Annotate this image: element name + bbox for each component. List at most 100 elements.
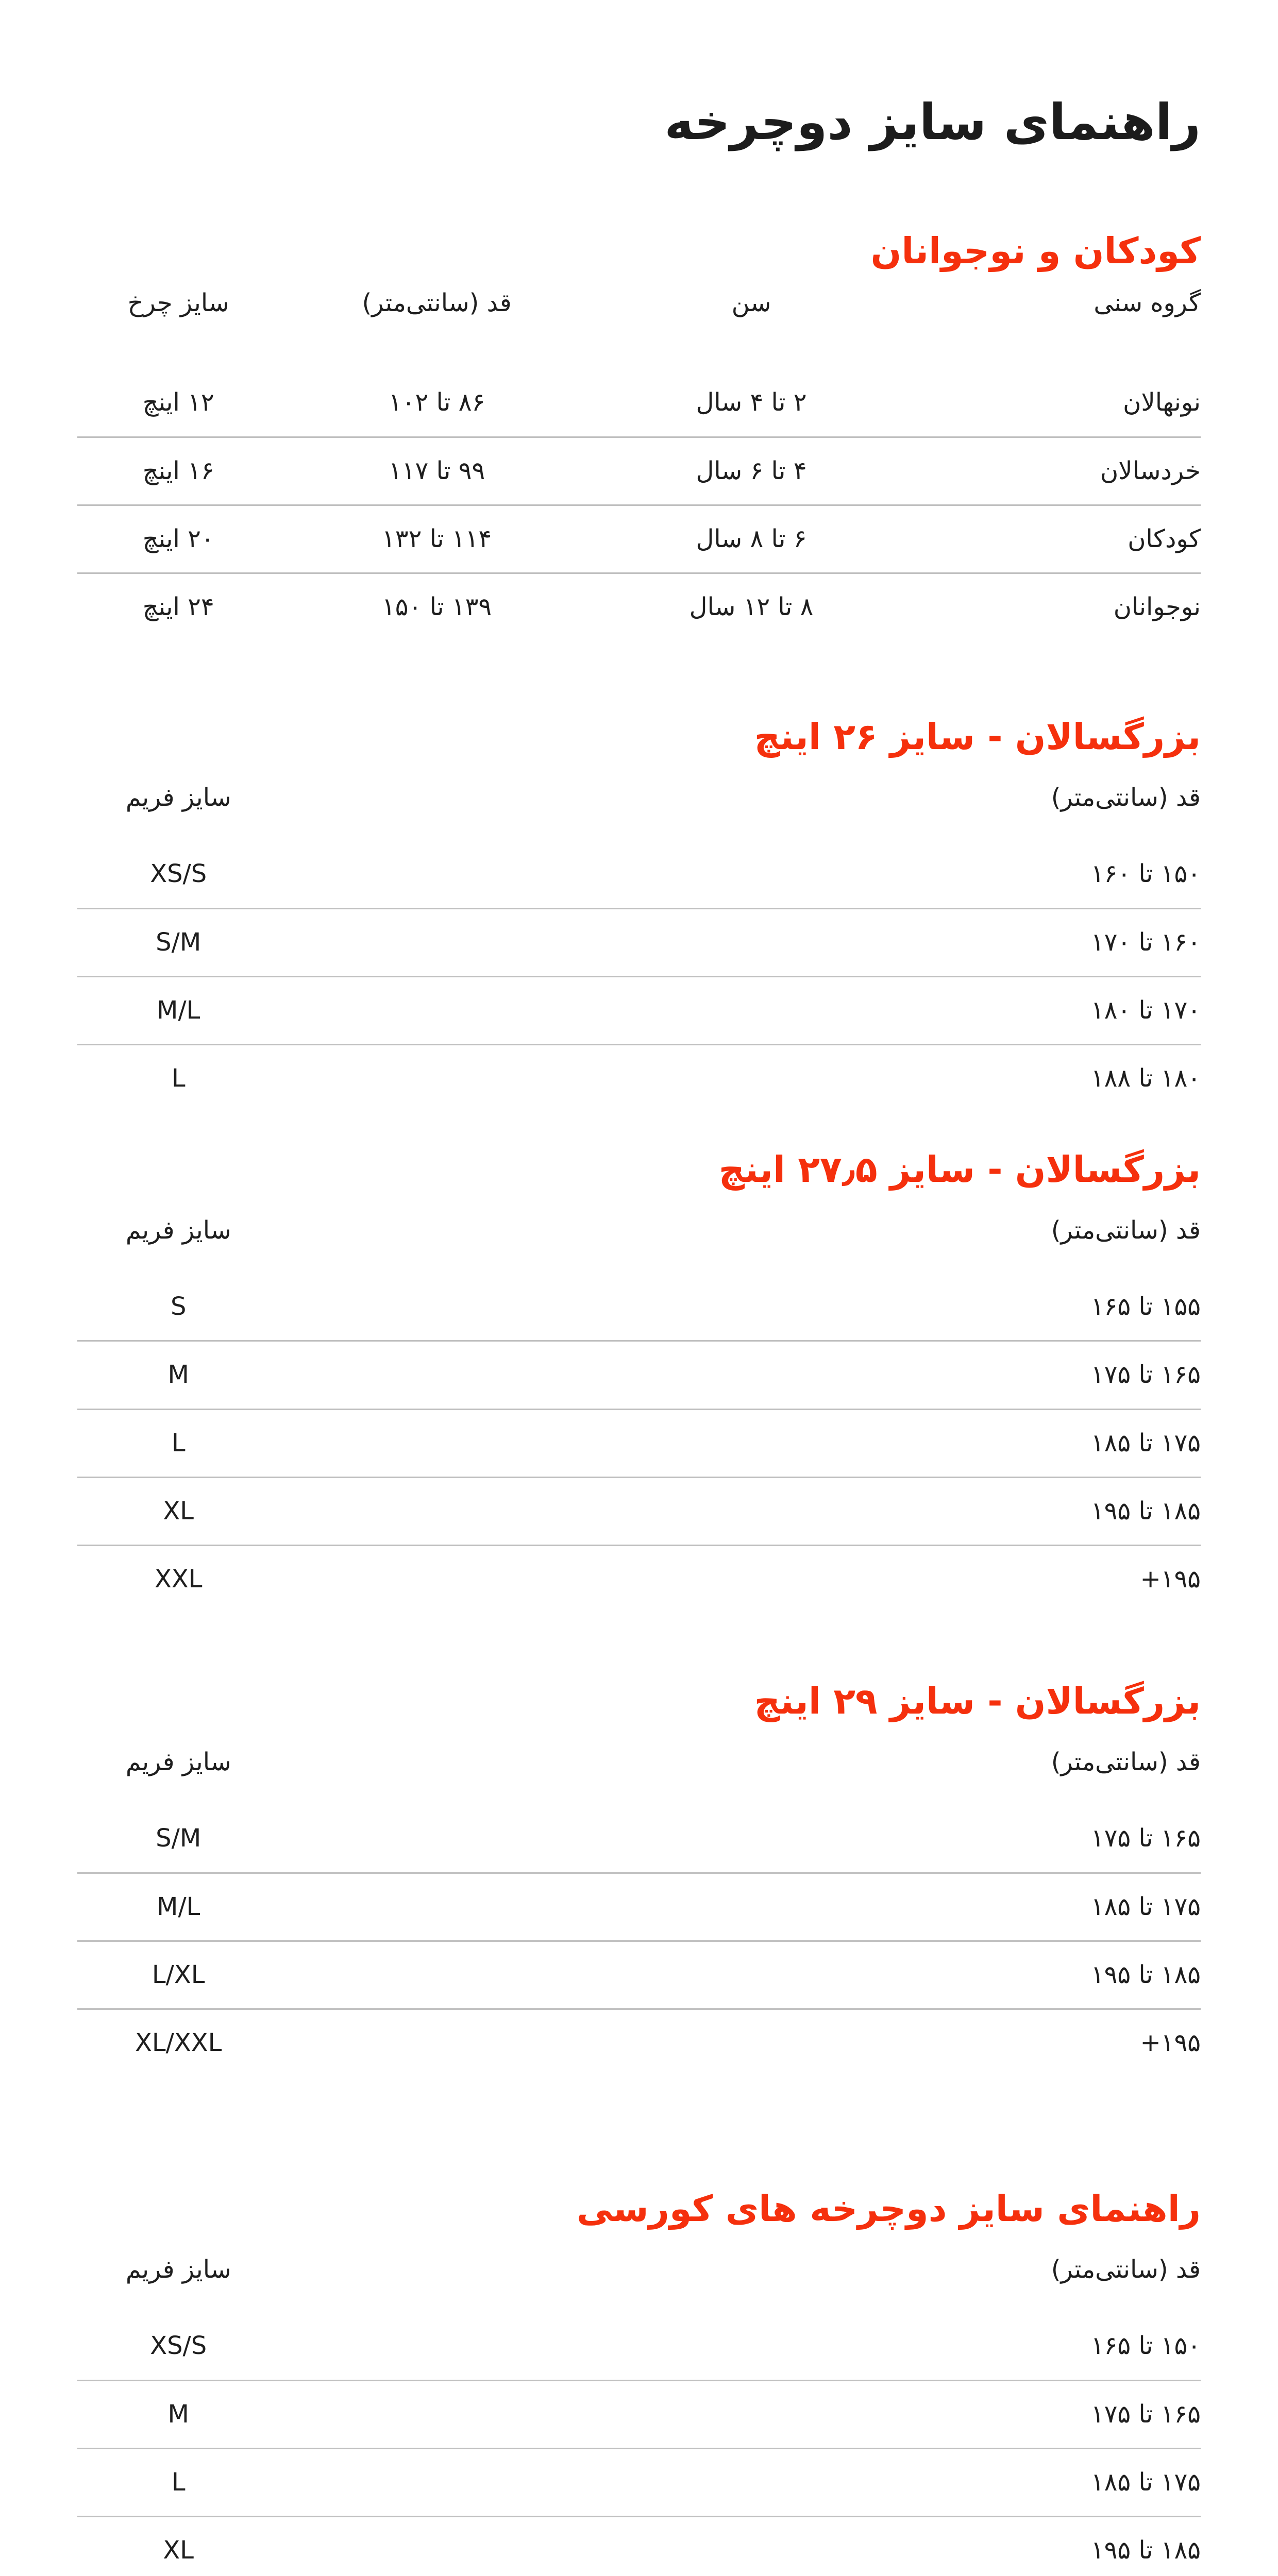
adults-26-size-table: قد (سانتی‌متر) سایز فریم ۱۵۰ تا ۱۶۰ XS/S… [77, 771, 1201, 1112]
table-row: ۱۵۵ تا ۱۶۵ S [77, 1274, 1201, 1341]
cell-height: ۱۸۵ تا ۱۹۵ [279, 1940, 1201, 2009]
table-row: ۱۷۵ تا ۱۸۵ L [77, 1408, 1201, 1478]
table-header-row: قد (سانتی‌متر) سایز فریم [77, 1204, 1201, 1274]
section-road-bikes: راهنمای سایز دوچرخه های کورسی قد (سانتی‌… [77, 2187, 1201, 2576]
cell-height: ۱۶۵ تا ۱۷۵ [279, 2379, 1201, 2449]
cell-frame-size: S/M [77, 907, 280, 977]
col-header-frame-size: سایز فریم [125, 1216, 231, 1245]
cell-height: ۹۹ تا ۱۱۷ [279, 436, 594, 505]
table-header-row: قد (سانتی‌متر) سایز فریم [77, 771, 1201, 841]
cell-height: ۱۶۰ تا ۱۷۰ [279, 907, 1201, 977]
cell-height: ۱۹۵+ [279, 1545, 1201, 1613]
cell-frame-size: XL/XXL [77, 2008, 280, 2077]
cell-height: ۱۷۰ تا ۱۸۰ [279, 975, 1201, 1045]
cell-height: ۱۷۵ تا ۱۸۵ [279, 2447, 1201, 2517]
cell-wheel-size: ۱۶ اینچ [77, 436, 280, 505]
cell-height: ۱۵۵ تا ۱۶۵ [1090, 1292, 1201, 1321]
table-row: ۱۸۵ تا ۱۹۵ XL [77, 1476, 1201, 1546]
cell-age: ۶ تا ۸ سال [594, 504, 909, 573]
cell-wheel-size: ۲۴ اینچ [77, 572, 280, 641]
cell-age: ۸ تا ۱۲ سال [594, 572, 909, 641]
cell-age-group: نونهالان [1123, 388, 1201, 417]
section-heading-adults-26: بزرگسالان - سایز ۲۶ اینچ [754, 716, 1201, 758]
section-heading-adults-27-5: بزرگسالان - سایز ۲۷٫۵ اینچ [718, 1148, 1201, 1191]
table-header-row: قد (سانتی‌متر) سایز فریم [77, 1736, 1201, 1805]
cell-frame-size: XS/S [150, 859, 207, 889]
cell-frame-size: XL [77, 1476, 280, 1546]
table-row: نونهالان ۲ تا ۴ سال ۸۶ تا ۱۰۲ ۱۲ اینچ [77, 369, 1201, 437]
col-header-frame-size: سایز فریم [125, 1748, 231, 1777]
page-title: راهنمای سایز دوچرخه [664, 93, 1201, 151]
cell-age-group: نوجوانان [909, 572, 1201, 641]
cell-height: ۱۵۰ تا ۱۶۵ [1090, 2331, 1201, 2361]
cell-height: ۱۱۴ تا ۱۳۲ [279, 504, 594, 573]
section-kids-teens: کودکان و نوجوانان گروه سنی سن قد (سانتی‌… [77, 229, 1201, 641]
col-header-frame-size: سایز فریم [125, 783, 231, 812]
cell-frame-size: L [77, 2447, 280, 2517]
table-row: ۱۶۵ تا ۱۷۵ M [77, 2379, 1201, 2449]
cell-frame-size: M/L [77, 1872, 280, 1941]
cell-age-group: کودکان [909, 504, 1201, 573]
col-header-height: قد (سانتی‌متر) [1051, 1748, 1201, 1777]
section-heading-adults-29: بزرگسالان - سایز ۲۹ اینچ [754, 1680, 1201, 1723]
section-adults-27-5: بزرگسالان - سایز ۲۷٫۵ اینچ قد (سانتی‌متر… [77, 1148, 1201, 1613]
cell-age-group: خردسالان [909, 436, 1201, 505]
cell-frame-size: M [77, 2379, 280, 2449]
col-header-frame-size: سایز فریم [125, 2255, 231, 2284]
table-row: ۱۵۰ تا ۱۶۵ XS/S [77, 2313, 1201, 2380]
table-row: خردسالان ۴ تا ۶ سال ۹۹ تا ۱۱۷ ۱۶ اینچ [77, 436, 1201, 505]
section-heading-road-bikes: راهنمای سایز دوچرخه های کورسی [576, 2188, 1201, 2230]
table-row: ۱۹۵+ XXL [77, 1545, 1201, 1613]
cell-height: ۱۶۵ تا ۱۷۵ [279, 1340, 1201, 1410]
col-header-height: قد (سانتی‌متر) [1051, 1216, 1201, 1245]
col-header-age-group: گروه سنی [1094, 289, 1201, 318]
table-row: ۱۹۵+ XL/XXL [77, 2008, 1201, 2077]
table-row: ۱۸۵ تا ۱۹۵ XL [77, 2515, 1201, 2576]
col-header-height: قد (سانتی‌متر) [1051, 2255, 1201, 2284]
table-row: ۱۷۰ تا ۱۸۰ M/L [77, 975, 1201, 1045]
table-row: ۱۶۵ تا ۱۷۵ S/M [77, 1805, 1201, 1873]
cell-height: ۱۸۰ تا ۱۸۸ [279, 1043, 1201, 1112]
cell-frame-size: L [77, 1408, 280, 1478]
cell-height: ۱۹۵+ [279, 2008, 1201, 2077]
cell-frame-size: XXL [77, 1545, 280, 1613]
table-header-row: گروه سنی سن قد (سانتی‌متر) سایز چرخ [77, 277, 1201, 369]
cell-frame-size: L [77, 1043, 280, 1112]
adults-29-size-table: قد (سانتی‌متر) سایز فریم ۱۶۵ تا ۱۷۵ S/M … [77, 1736, 1201, 2077]
table-row: ۱۷۵ تا ۱۸۵ L [77, 2447, 1201, 2517]
cell-frame-size: M/L [77, 975, 280, 1045]
cell-frame-size: XS/S [150, 2331, 207, 2361]
cell-height: ۱۵۰ تا ۱۶۰ [1090, 859, 1201, 889]
cell-frame-size: M [77, 1340, 280, 1410]
col-header-wheel-size: سایز چرخ [127, 289, 229, 318]
road-bike-size-table: قد (سانتی‌متر) سایز فریم ۱۵۰ تا ۱۶۵ XS/S… [77, 2243, 1201, 2576]
cell-height: ۱۸۵ تا ۱۹۵ [279, 2515, 1201, 2576]
cell-age: ۲ تا ۴ سال [696, 388, 807, 417]
table-header-row: قد (سانتی‌متر) سایز فریم [77, 2243, 1201, 2313]
table-row: ۱۶۰ تا ۱۷۰ S/M [77, 907, 1201, 977]
cell-height: ۱۳۹ تا ۱۵۰ [279, 572, 594, 641]
table-row: کودکان ۶ تا ۸ سال ۱۱۴ تا ۱۳۲ ۲۰ اینچ [77, 504, 1201, 573]
table-row: ۱۸۰ تا ۱۸۸ L [77, 1043, 1201, 1112]
kids-size-table: گروه سنی سن قد (سانتی‌متر) سایز چرخ نونه… [77, 277, 1201, 641]
table-row: ۱۸۵ تا ۱۹۵ L/XL [77, 1940, 1201, 2009]
table-row: نوجوانان ۸ تا ۱۲ سال ۱۳۹ تا ۱۵۰ ۲۴ اینچ [77, 572, 1201, 641]
table-row: ۱۶۵ تا ۱۷۵ M [77, 1340, 1201, 1410]
adults-27-5-size-table: قد (سانتی‌متر) سایز فریم ۱۵۵ تا ۱۶۵ S ۱۶… [77, 1204, 1201, 1613]
col-header-age: سن [731, 289, 771, 318]
cell-wheel-size: ۱۲ اینچ [142, 388, 214, 417]
cell-height: ۱۷۵ تا ۱۸۵ [279, 1408, 1201, 1478]
cell-wheel-size: ۲۰ اینچ [77, 504, 280, 573]
table-row: ۱۵۰ تا ۱۶۰ XS/S [77, 841, 1201, 908]
cell-height: ۱۷۵ تا ۱۸۵ [279, 1872, 1201, 1941]
cell-height: ۱۶۵ تا ۱۷۵ [1090, 1824, 1201, 1853]
cell-age: ۴ تا ۶ سال [594, 436, 909, 505]
section-heading-kids-teens: کودکان و نوجوانان [870, 230, 1201, 273]
section-adults-26: بزرگسالان - سایز ۲۶ اینچ قد (سانتی‌متر) … [77, 715, 1201, 1112]
col-header-height: قد (سانتی‌متر) [1051, 783, 1201, 812]
cell-height: ۱۸۵ تا ۱۹۵ [279, 1476, 1201, 1546]
col-header-height: قد (سانتی‌متر) [362, 289, 512, 318]
cell-frame-size: S/M [156, 1824, 201, 1853]
cell-frame-size: S [170, 1292, 187, 1321]
